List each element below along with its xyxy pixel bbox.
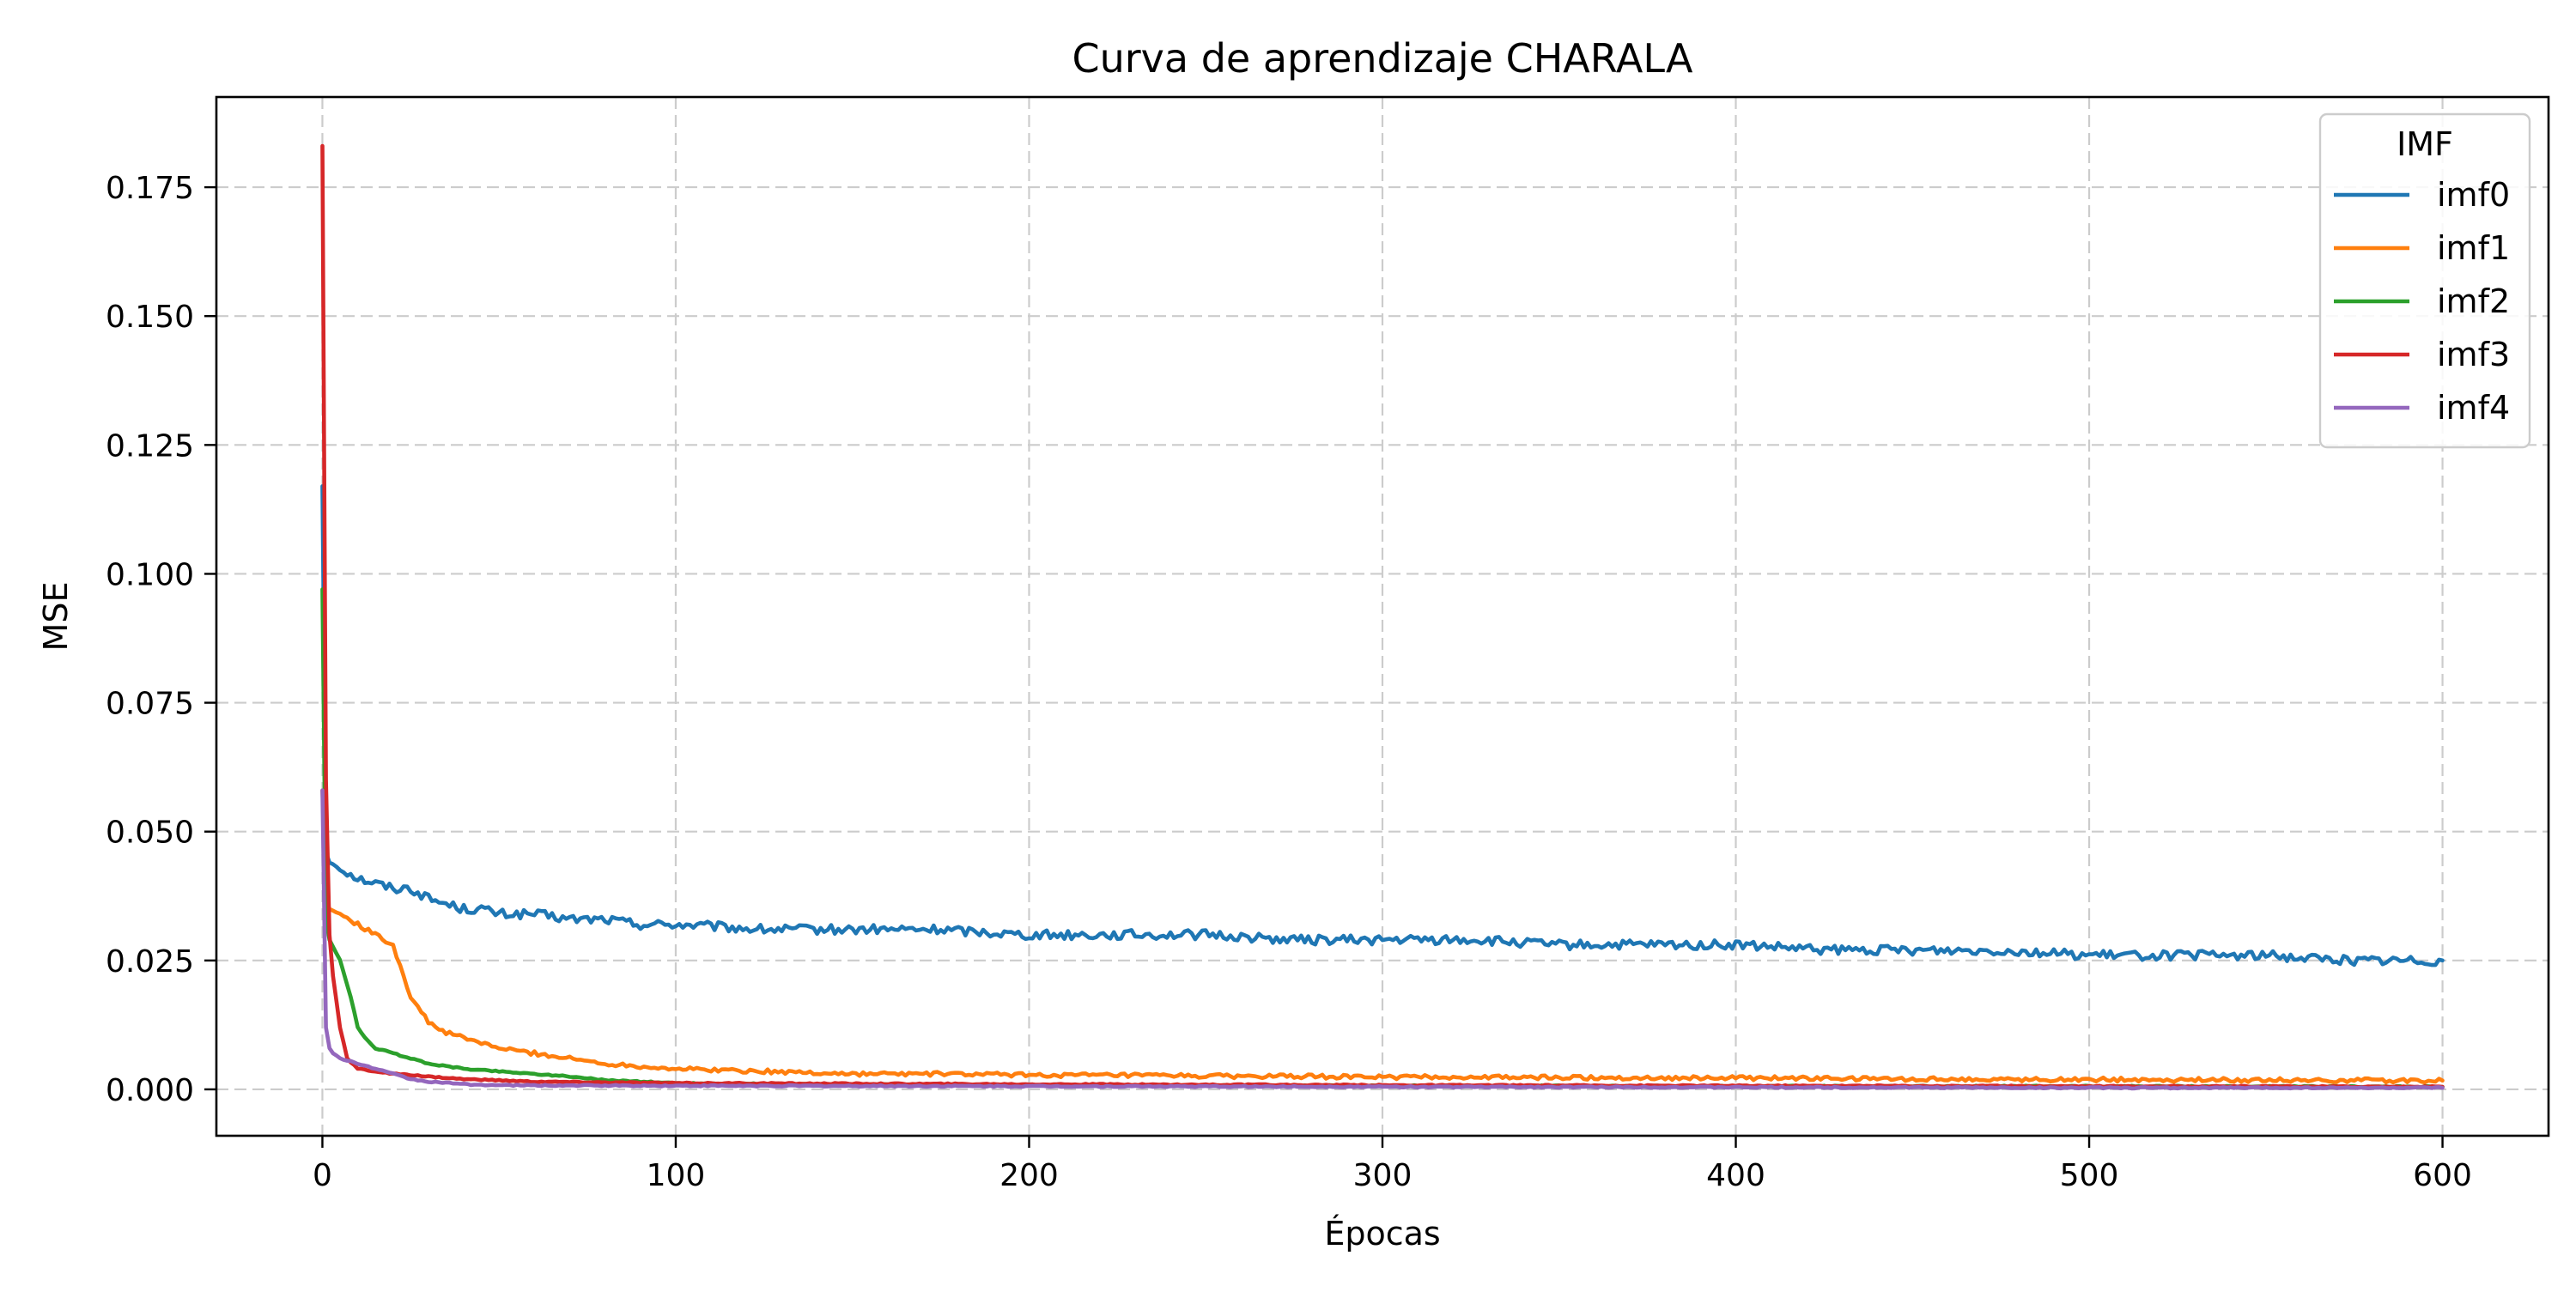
legend-box <box>2318 112 2531 449</box>
chart-title: Curva de aprendizaje CHARALA <box>1072 35 1694 82</box>
legend-title: IMF <box>2397 125 2453 163</box>
x-tick-label: 400 <box>1706 1158 1765 1193</box>
y-tick-label: 0.075 <box>106 687 194 722</box>
y-tick-label: 0.025 <box>106 944 194 980</box>
x-axis-label: Épocas <box>1324 1215 1440 1253</box>
y-tick-label: 0.125 <box>106 428 194 464</box>
y-axis-label: MSE <box>37 582 75 652</box>
legend-label-imf0: imf0 <box>2437 176 2510 214</box>
series-line-imf1 <box>320 788 2445 1085</box>
legend: IMF imf0 imf1 imf2 imf3 imf4 <box>2318 112 2531 449</box>
legend-label-imf3: imf3 <box>2437 336 2510 373</box>
legend-label-imf4: imf4 <box>2437 389 2510 427</box>
legend-label-imf1: imf1 <box>2437 229 2510 267</box>
legend-label-imf2: imf2 <box>2437 282 2510 320</box>
ticks-layer: 0 100 200 300 400 500 600 0.000 0.025 0.050 0.075 0… <box>106 171 2472 1193</box>
x-tick-label: 0 <box>313 1158 332 1193</box>
x-tick-label: 200 <box>999 1158 1059 1193</box>
series-line-imf0 <box>320 484 2445 967</box>
y-tick-label: 0.000 <box>106 1073 194 1108</box>
series-layer <box>320 143 2445 1091</box>
x-tick-label: 100 <box>647 1158 706 1193</box>
x-tick-label: 500 <box>2060 1158 2119 1193</box>
grid-layer <box>216 97 2549 1136</box>
y-tick-label: 0.100 <box>106 557 194 592</box>
y-tick-label: 0.175 <box>106 171 194 206</box>
x-tick-label: 600 <box>2413 1158 2472 1193</box>
series-line-imf4 <box>320 788 2445 1091</box>
x-tick-label: 300 <box>1353 1158 1413 1193</box>
y-tick-label: 0.050 <box>106 816 194 851</box>
y-tick-label: 0.150 <box>106 300 194 335</box>
